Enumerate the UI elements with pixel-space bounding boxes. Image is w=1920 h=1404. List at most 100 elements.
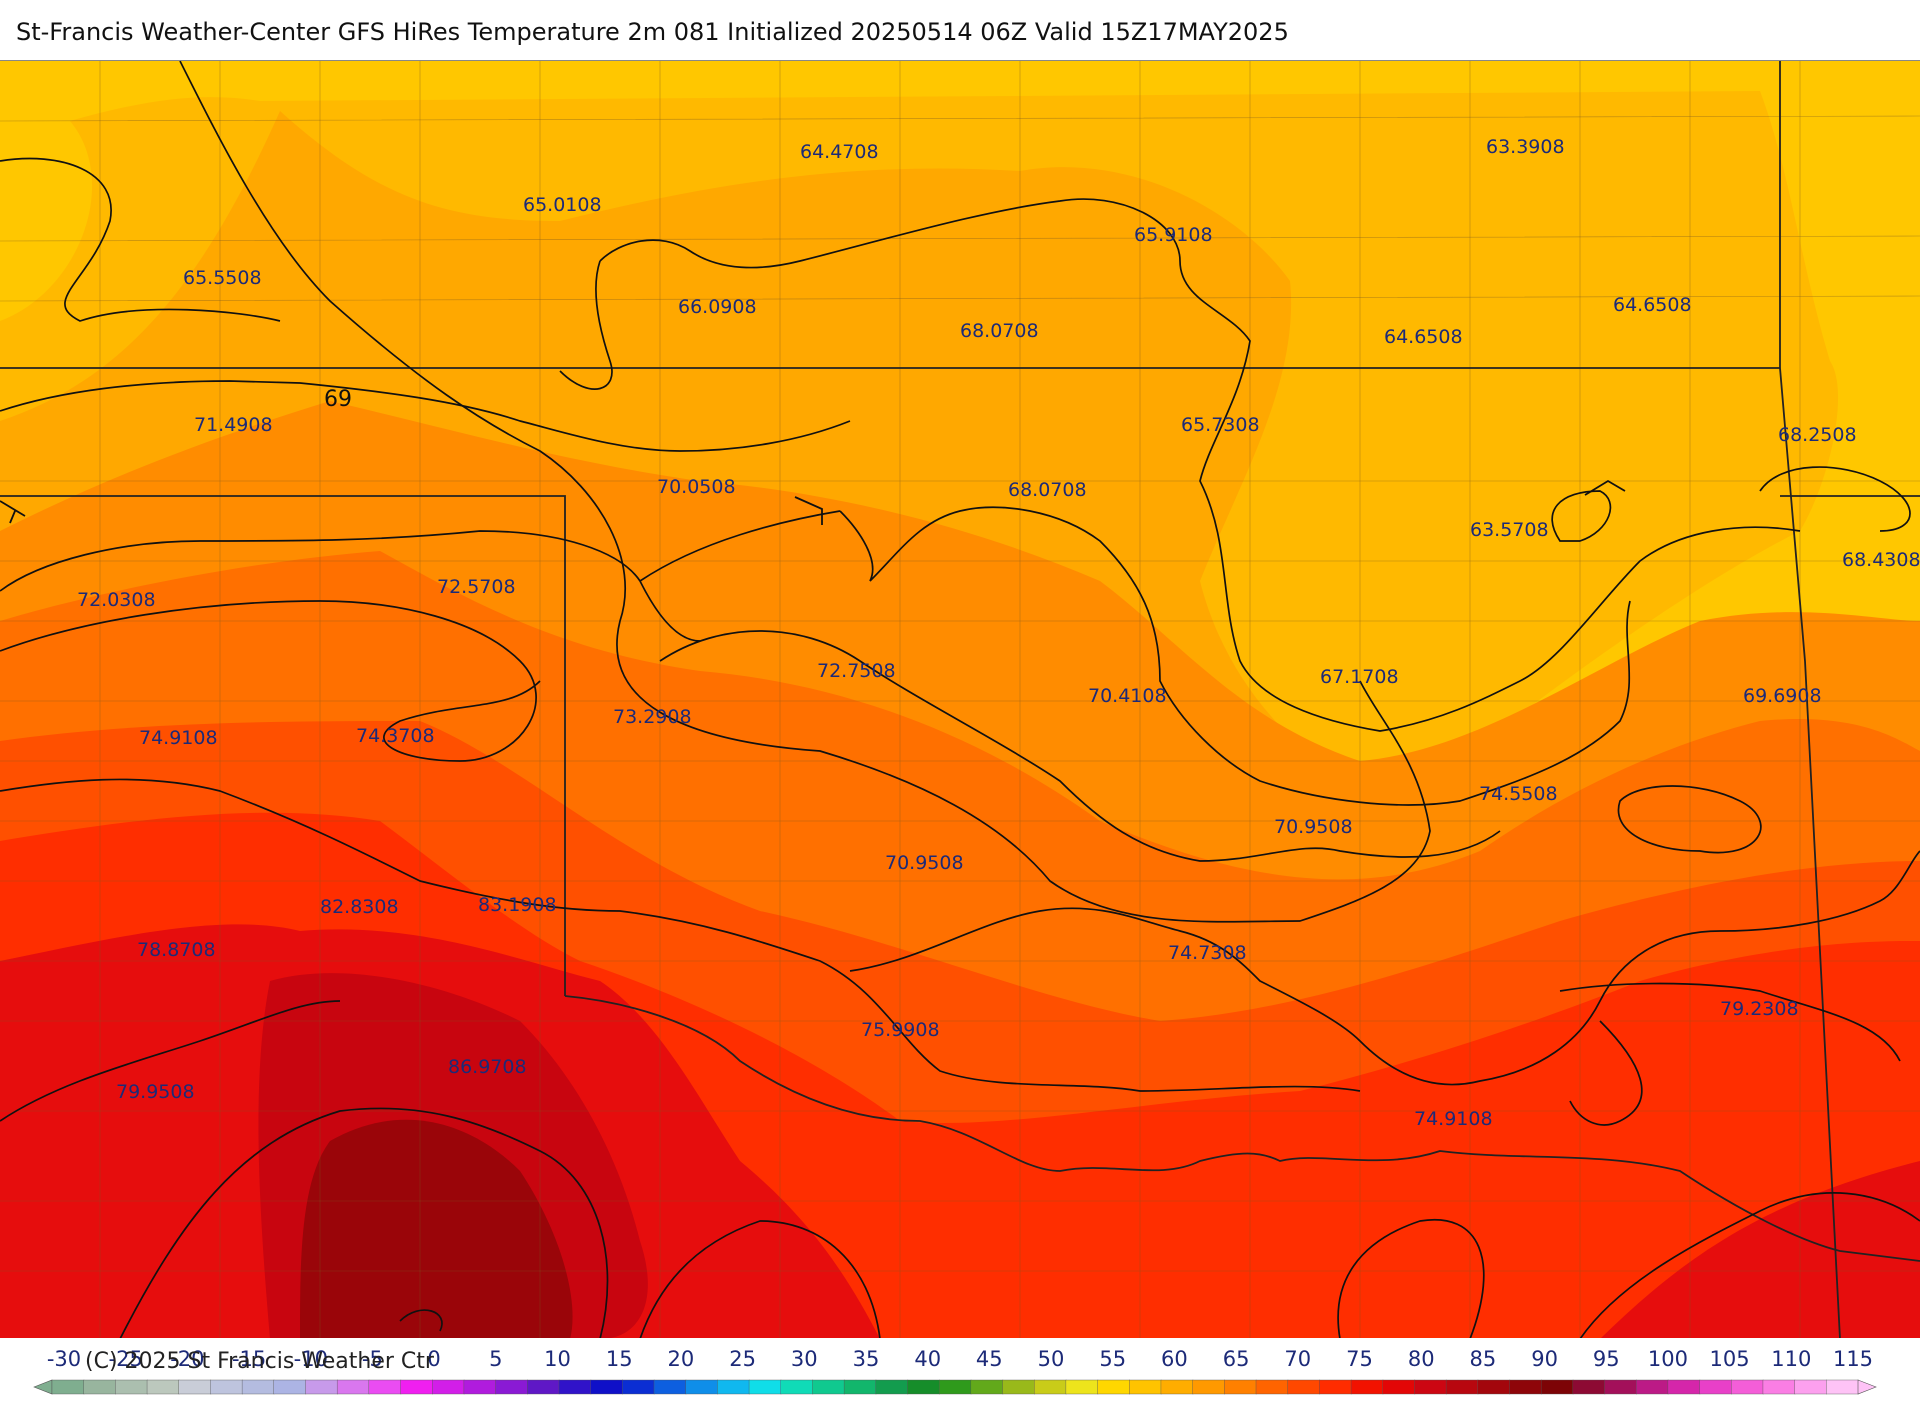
temp-label: 74.9108 [1414, 1108, 1493, 1130]
temp-label: 74.7308 [1168, 942, 1247, 964]
temp-label: 73.2908 [613, 706, 692, 728]
legend-swatch [495, 1379, 528, 1395]
temp-label: 68.0708 [1008, 479, 1087, 501]
temp-label: 78.8708 [137, 939, 216, 961]
legend-tick-label: -10 [294, 1347, 328, 1371]
legend-swatch [1350, 1379, 1384, 1395]
legend-swatch [1794, 1379, 1828, 1395]
legend-tick-label: 15 [606, 1347, 633, 1371]
legend-tick-label: 95 [1593, 1347, 1620, 1371]
legend-swatch [653, 1379, 687, 1395]
legend-swatch [1065, 1379, 1099, 1395]
temp-label: 74.9108 [139, 727, 218, 749]
legend-swatch [336, 1379, 370, 1395]
temp-label: 83.1908 [478, 894, 557, 916]
legend-swatch [1160, 1379, 1194, 1395]
legend-tick-label: 35 [853, 1347, 880, 1371]
legend-tick-label: 90 [1531, 1347, 1558, 1371]
temp-label: 74.3708 [356, 725, 435, 747]
temp-label: 70.9508 [885, 852, 964, 874]
legend-tick-label: 25 [729, 1347, 756, 1371]
temp-label: 69.6908 [1743, 685, 1822, 707]
legend-swatch [1604, 1379, 1637, 1395]
legend-tick-label: 100 [1648, 1347, 1688, 1371]
legend-swatch [622, 1379, 655, 1395]
legend-swatch [1287, 1379, 1321, 1395]
legend-tick-label: 70 [1284, 1347, 1311, 1371]
legend-tick-label: -30 [47, 1347, 81, 1371]
legend-tick-label: 0 [427, 1347, 440, 1371]
temp-label: 86.9708 [448, 1056, 527, 1078]
legend-tick-label: 80 [1408, 1347, 1435, 1371]
temp-label: 70.0508 [657, 476, 736, 498]
legend-swatch [463, 1379, 497, 1395]
legend-swatch [1414, 1379, 1447, 1395]
legend-tick-label: 45 [976, 1347, 1003, 1371]
temp-label: 68.2508 [1778, 424, 1857, 446]
legend-tick-label: 60 [1161, 1347, 1188, 1371]
legend-swatch [812, 1379, 845, 1395]
temp-label: 79.9508 [116, 1081, 195, 1103]
legend-tick-label: 75 [1346, 1347, 1373, 1371]
legend-scale: -30 -25 -20 -15 -10 -5 0 5 10 15 20 25 30 35 40 45 50 55 6… [33, 1347, 1877, 1395]
legend-swatch [590, 1379, 624, 1395]
weather-map[interactable]: 69 64.4708 63.3908 65.0108 65.9108 65.55… [0, 60, 1920, 1339]
legend-swatch [1224, 1379, 1257, 1395]
legend-swatch [685, 1379, 719, 1395]
temp-label: 64.6508 [1613, 294, 1692, 316]
temp-label: 72.7508 [817, 660, 896, 682]
legend-swatch [1731, 1379, 1764, 1395]
temp-label: 75.9908 [861, 1019, 940, 1041]
county-borders [0, 61, 1920, 1339]
legend-swatch [432, 1379, 465, 1395]
legend-swatch [241, 1379, 275, 1395]
legend-swatch [51, 1379, 85, 1395]
legend-tick-label: 10 [544, 1347, 571, 1371]
temp-label: 64.4708 [800, 141, 879, 163]
legend-tick-label: -25 [109, 1347, 143, 1371]
legend-swatch [273, 1379, 307, 1395]
temp-label: 65.7308 [1181, 414, 1260, 436]
legend-tick-labels: -30 -25 -20 -15 -10 -5 0 5 10 15 20 25 30 35 40 45 50 55 6… [47, 1347, 1873, 1371]
temp-label: 65.9108 [1134, 224, 1213, 246]
legend-tick-label: 5 [489, 1347, 502, 1371]
legend-tick-label: 85 [1470, 1347, 1497, 1371]
legend-swatch [907, 1379, 940, 1395]
temp-label: 74.5508 [1479, 783, 1558, 805]
legend-swatch [1540, 1379, 1574, 1395]
legend-swatch [400, 1379, 433, 1395]
legend-swatch [1667, 1379, 1701, 1395]
map-title: St-Francis Weather-Center GFS HiRes Temp… [16, 18, 1289, 46]
temp-label: 70.9508 [1274, 816, 1353, 838]
temp-label: 67.1708 [1320, 666, 1399, 688]
legend-swatch [115, 1379, 148, 1395]
temp-label: 63.5708 [1470, 519, 1549, 541]
legend-swatch [1129, 1379, 1162, 1395]
temp-label: 82.8308 [320, 896, 399, 918]
legend-swatch [210, 1379, 243, 1395]
legend-tick-label: -15 [232, 1347, 266, 1371]
legend-tick-label: 20 [668, 1347, 695, 1371]
legend-swatch [875, 1379, 909, 1395]
legend-swatch [938, 1379, 972, 1395]
legend-swatch [1319, 1379, 1352, 1395]
title-bar: St-Francis Weather-Center GFS HiRes Temp… [0, 0, 1920, 60]
isotherm-69-label: 69 [324, 387, 352, 412]
temp-label: 66.0908 [678, 296, 757, 318]
legend-max-arrow [1857, 1379, 1877, 1395]
isotherm-contours [0, 61, 1920, 1339]
legend-swatch [748, 1379, 782, 1395]
legend-color-bar [33, 1379, 1877, 1395]
legend-swatch [1002, 1379, 1035, 1395]
temp-label: 70.4108 [1088, 685, 1167, 707]
legend-swatch [1097, 1379, 1130, 1395]
wind-barbs [0, 479, 1626, 525]
legend-swatch [368, 1379, 402, 1395]
legend-swatch [178, 1379, 212, 1395]
legend-swatch [1445, 1379, 1479, 1395]
legend-tick-label: 110 [1771, 1347, 1811, 1371]
legend-tick-label: 30 [791, 1347, 818, 1371]
map-canvas[interactable]: 69 64.4708 63.3908 65.0108 65.9108 65.55… [0, 61, 1920, 1339]
legend-swatch [717, 1379, 750, 1395]
legend-swatch [1572, 1379, 1606, 1395]
